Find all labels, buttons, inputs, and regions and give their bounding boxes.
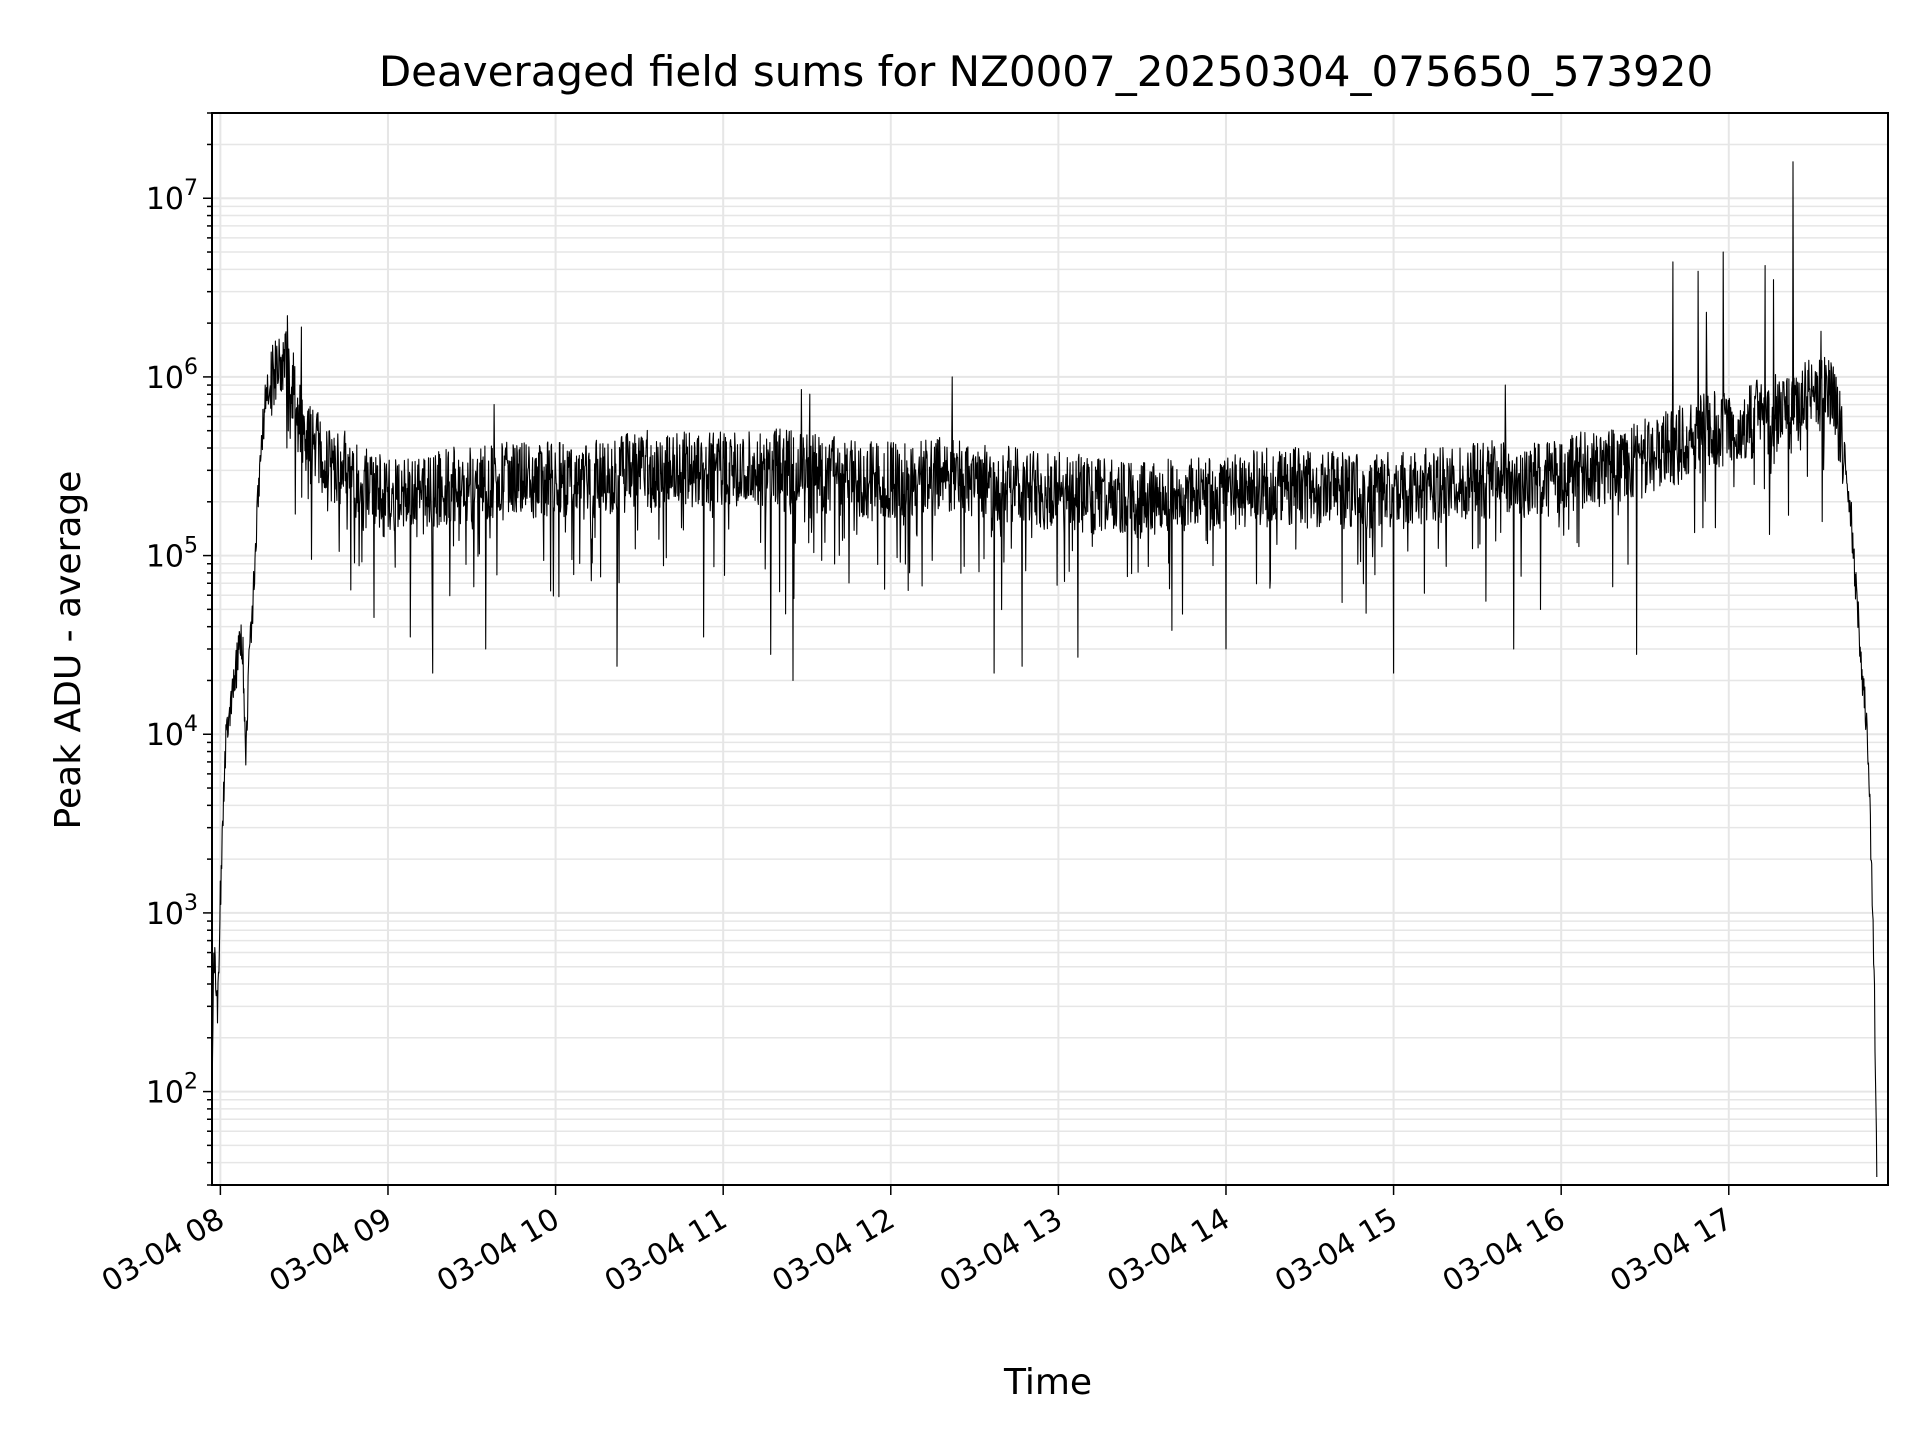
series-line-group — [210, 161, 1878, 1178]
y-tick-label: 104 — [146, 712, 198, 753]
y-tick-label: 102 — [146, 1070, 198, 1111]
series-line — [210, 161, 1878, 1178]
x-axis-label: Time — [1003, 1362, 1092, 1403]
y-tick-label: 105 — [146, 534, 198, 575]
y-axis-label: Peak ADU - average — [48, 471, 89, 830]
grid-lines — [212, 112, 1888, 1186]
y-axis-ticks: 102 103 104 105 106 107 — [146, 112, 212, 1186]
y-tick-label: 107 — [146, 176, 198, 217]
y-tick-label: 106 — [146, 355, 198, 396]
y-tick-label: 103 — [146, 891, 198, 932]
chart-title: Deaveraged field sums for NZ0007_2025030… — [379, 47, 1713, 96]
